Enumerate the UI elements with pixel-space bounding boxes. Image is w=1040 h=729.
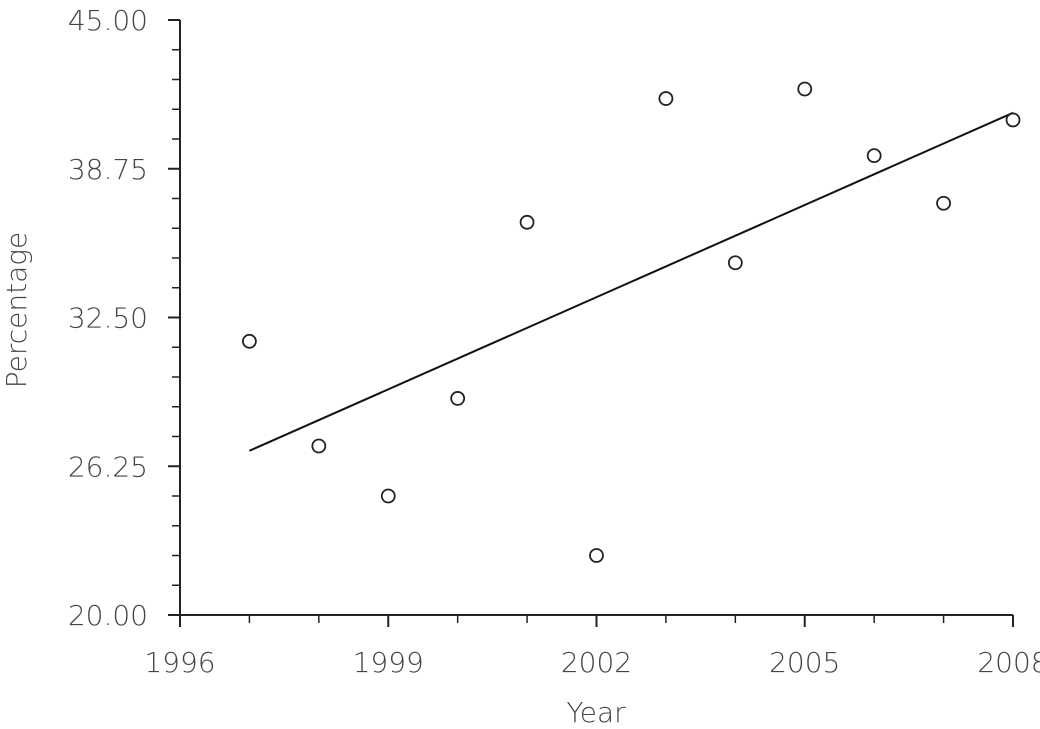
x-tick-label: 2002 — [561, 646, 632, 679]
data-point — [727, 255, 743, 271]
y-tick-label: 32.50 — [68, 302, 148, 335]
data-point — [519, 214, 535, 230]
data-point — [1005, 112, 1021, 128]
x-tick-label: 2008 — [977, 646, 1040, 679]
data-point — [311, 438, 327, 454]
x-tick-label: 2005 — [769, 646, 840, 679]
data-point — [866, 148, 882, 164]
data-point — [380, 488, 396, 504]
y-axis-label: Percentage — [0, 232, 33, 389]
data-point — [797, 81, 813, 97]
y-tick-label: 38.75 — [68, 153, 148, 186]
data-point — [589, 548, 604, 563]
x-tick-label: 1999 — [353, 646, 424, 679]
y-tick-label: 26.25 — [68, 450, 148, 483]
y-tick-label: 20.00 — [68, 599, 148, 632]
trend-line — [249, 111, 1014, 452]
x-tick-label: 1996 — [144, 646, 215, 679]
data-point — [658, 91, 674, 106]
data-point — [936, 195, 951, 211]
data-point — [450, 391, 466, 406]
x-axis-label: Year — [566, 696, 626, 729]
y-tick-label: 45.00 — [68, 4, 148, 37]
data-point — [242, 333, 257, 349]
